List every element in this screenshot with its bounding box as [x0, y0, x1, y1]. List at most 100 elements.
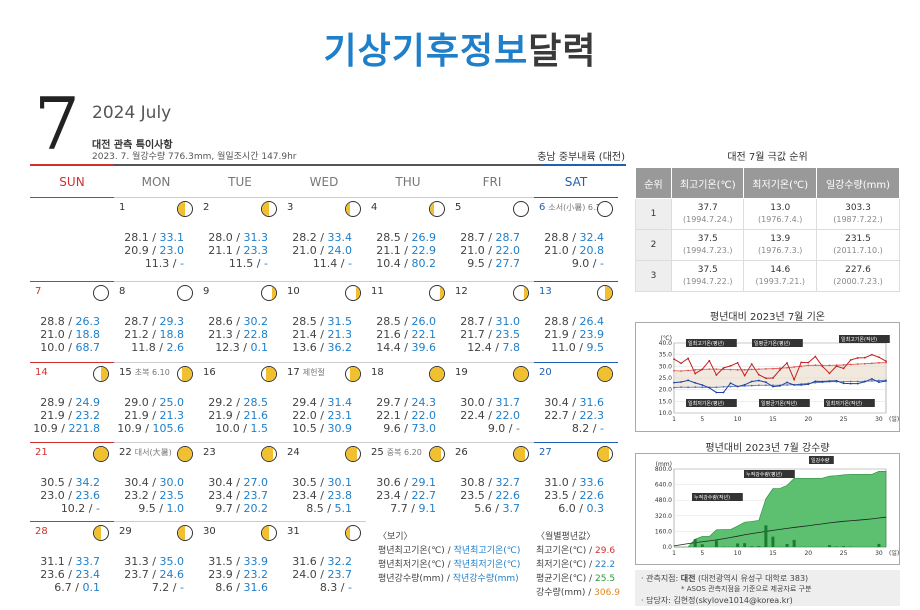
moon-lit-part [182, 367, 193, 381]
day-number-text: 26 [455, 447, 468, 458]
data-point [800, 361, 802, 363]
rank-date: (1994.7.23.) [672, 245, 743, 256]
day-number: 1 [119, 202, 128, 213]
x-tick-label: 20 [804, 416, 812, 423]
day-number: 16 [203, 367, 219, 378]
last-year-lo: 18.8 [160, 328, 185, 341]
moon-phase-icon [177, 446, 193, 462]
data-point [857, 383, 859, 385]
last-year-rain: 105.6 [153, 422, 185, 435]
day-cell: 28 31.1 / 33.7 23.6 / 23.4 6.7 / 0.1 [30, 521, 114, 603]
day-values: 28.6 / 30.2 21.3 / 22.8 12.3 / 0.1 [198, 315, 268, 354]
data-point [786, 362, 788, 364]
day-cell: 26 30.8 / 32.7 23.5 / 22.6 5.6 / 3.7 [450, 442, 534, 524]
data-point [694, 373, 696, 375]
day-number-text: 4 [371, 202, 377, 213]
footer-station-label: 관측지점: [646, 574, 681, 583]
data-point [708, 360, 710, 362]
data-point [701, 368, 703, 370]
moon-phase-icon [261, 525, 277, 541]
moon-lit-part [262, 447, 273, 461]
daily-rain-bar [736, 543, 739, 547]
last-year-lo: 22.6 [580, 489, 605, 502]
last-year-rain: 1.5 [251, 422, 269, 435]
day-cell: 9 28.6 / 30.2 21.3 / 22.8 12.3 / 0.1 [198, 281, 282, 363]
normal-hi: 31.1 [40, 555, 65, 568]
data-point [843, 368, 845, 370]
x-tick-label: 15 [769, 416, 777, 423]
data-point [793, 366, 795, 368]
last-year-hi: 26.3 [76, 315, 101, 328]
normal-lo: 23.4 [208, 489, 233, 502]
last-year-rain: - [600, 257, 604, 270]
day-values: 28.8 / 32.4 21.0 / 20.8 9.0 / - [534, 231, 604, 270]
data-point [680, 381, 682, 383]
normal-lo: 21.0 [40, 328, 65, 341]
data-point [730, 369, 732, 371]
data-point [772, 377, 774, 379]
day-cell: 16 29.2 / 28.5 21.9 / 21.6 10.0 / 1.5 [198, 362, 282, 444]
normal-lo: 23.0 [40, 489, 65, 502]
moon-lit-part [605, 286, 612, 300]
last-year-rain: - [264, 257, 268, 270]
day-number-text: 29 [119, 526, 132, 537]
legend-last-lo: 작년최저기온(℃) [454, 560, 521, 570]
normal-hi: 28.9 [40, 396, 65, 409]
day-number-text: 22 [119, 447, 132, 458]
data-point [836, 380, 838, 382]
last-year-rain: 2.6 [167, 341, 185, 354]
rank-value: 14.6 [744, 265, 815, 276]
day-note: 중복 6.20 [387, 448, 422, 457]
moon-phase-icon [93, 446, 109, 462]
annotation-label: 일최고기온(작년) [841, 336, 877, 343]
day-number: 6 소서(小暑) 6.1 [539, 202, 601, 213]
last-year-hi: 26.0 [412, 315, 437, 328]
y-tick-label: 320.0 [655, 513, 672, 520]
normal-rain: 9.5 [138, 502, 156, 515]
last-year-rain: 31.6 [244, 581, 269, 594]
data-point [716, 392, 718, 394]
normal-rain: 9.5 [467, 257, 485, 270]
data-point [744, 375, 746, 377]
rank-date: (1976.7.4.) [744, 214, 815, 225]
last-year-rain: - [600, 422, 604, 435]
last-year-hi: 28.5 [244, 396, 269, 409]
last-year-hi: 24.3 [412, 396, 437, 409]
day-cell: 24 30.5 / 30.1 23.4 / 23.8 8.5 / 5.1 [282, 442, 366, 524]
x-tick-label: 5 [700, 416, 704, 423]
day-number-text: 30 [203, 526, 216, 537]
normal-lo: 21.4 [292, 328, 317, 341]
temp-chart-title: 평년대비 2023년 7월 기온 [635, 308, 900, 323]
day-number: 23 [203, 447, 219, 458]
monthly-normals: 〈월별평년값〉 최고기온(℃) / 29.6 최저기온(℃) / 22.2 평균… [536, 530, 620, 600]
x-axis-label: (일) [889, 549, 899, 557]
annotation-label: 일평균기온(평년) [754, 340, 790, 347]
daily-rain-bar [701, 544, 704, 547]
last-year-hi: 34.2 [76, 476, 101, 489]
rank-value: 13.0 [744, 203, 815, 214]
data-point [885, 380, 887, 382]
daily-rain-bar [786, 544, 789, 547]
day-values: 29.0 / 25.0 21.9 / 21.3 10.9 / 105.6 [114, 396, 184, 435]
normal-lo: 23.6 [40, 568, 65, 581]
day-note: 제헌절 [303, 368, 325, 377]
rank-title: 대전 7월 극값 순위 [635, 148, 900, 163]
last-year-hi: 33.4 [328, 231, 353, 244]
normal-hi: 30.4 [544, 396, 569, 409]
daily-rain-bar [750, 546, 753, 547]
y-tick-label: 30.0 [659, 363, 673, 370]
sat-divider [542, 164, 626, 166]
day-number: 31 [287, 526, 303, 537]
day-cell: 1 28.1 / 33.1 20.9 / 23.0 11.3 / - [114, 197, 198, 279]
rank-cell: 37.5 (1994.7.22.) [672, 261, 744, 292]
last-year-hi: 25.0 [160, 396, 185, 409]
normal-hi: 29.4 [292, 396, 317, 409]
day-number-text: 16 [203, 367, 216, 378]
moon-phase-icon [177, 525, 193, 541]
normal-hi: 28.8 [40, 315, 65, 328]
normal-lo: 23.7 [124, 568, 149, 581]
day-values: 28.5 / 26.0 21.6 / 22.1 14.4 / 39.6 [366, 315, 436, 354]
day-values: 28.8 / 26.4 21.9 / 23.9 11.0 / 9.5 [534, 315, 604, 354]
day-number: 13 [539, 286, 555, 297]
day-number: 15 초복 6.10 [119, 367, 170, 378]
